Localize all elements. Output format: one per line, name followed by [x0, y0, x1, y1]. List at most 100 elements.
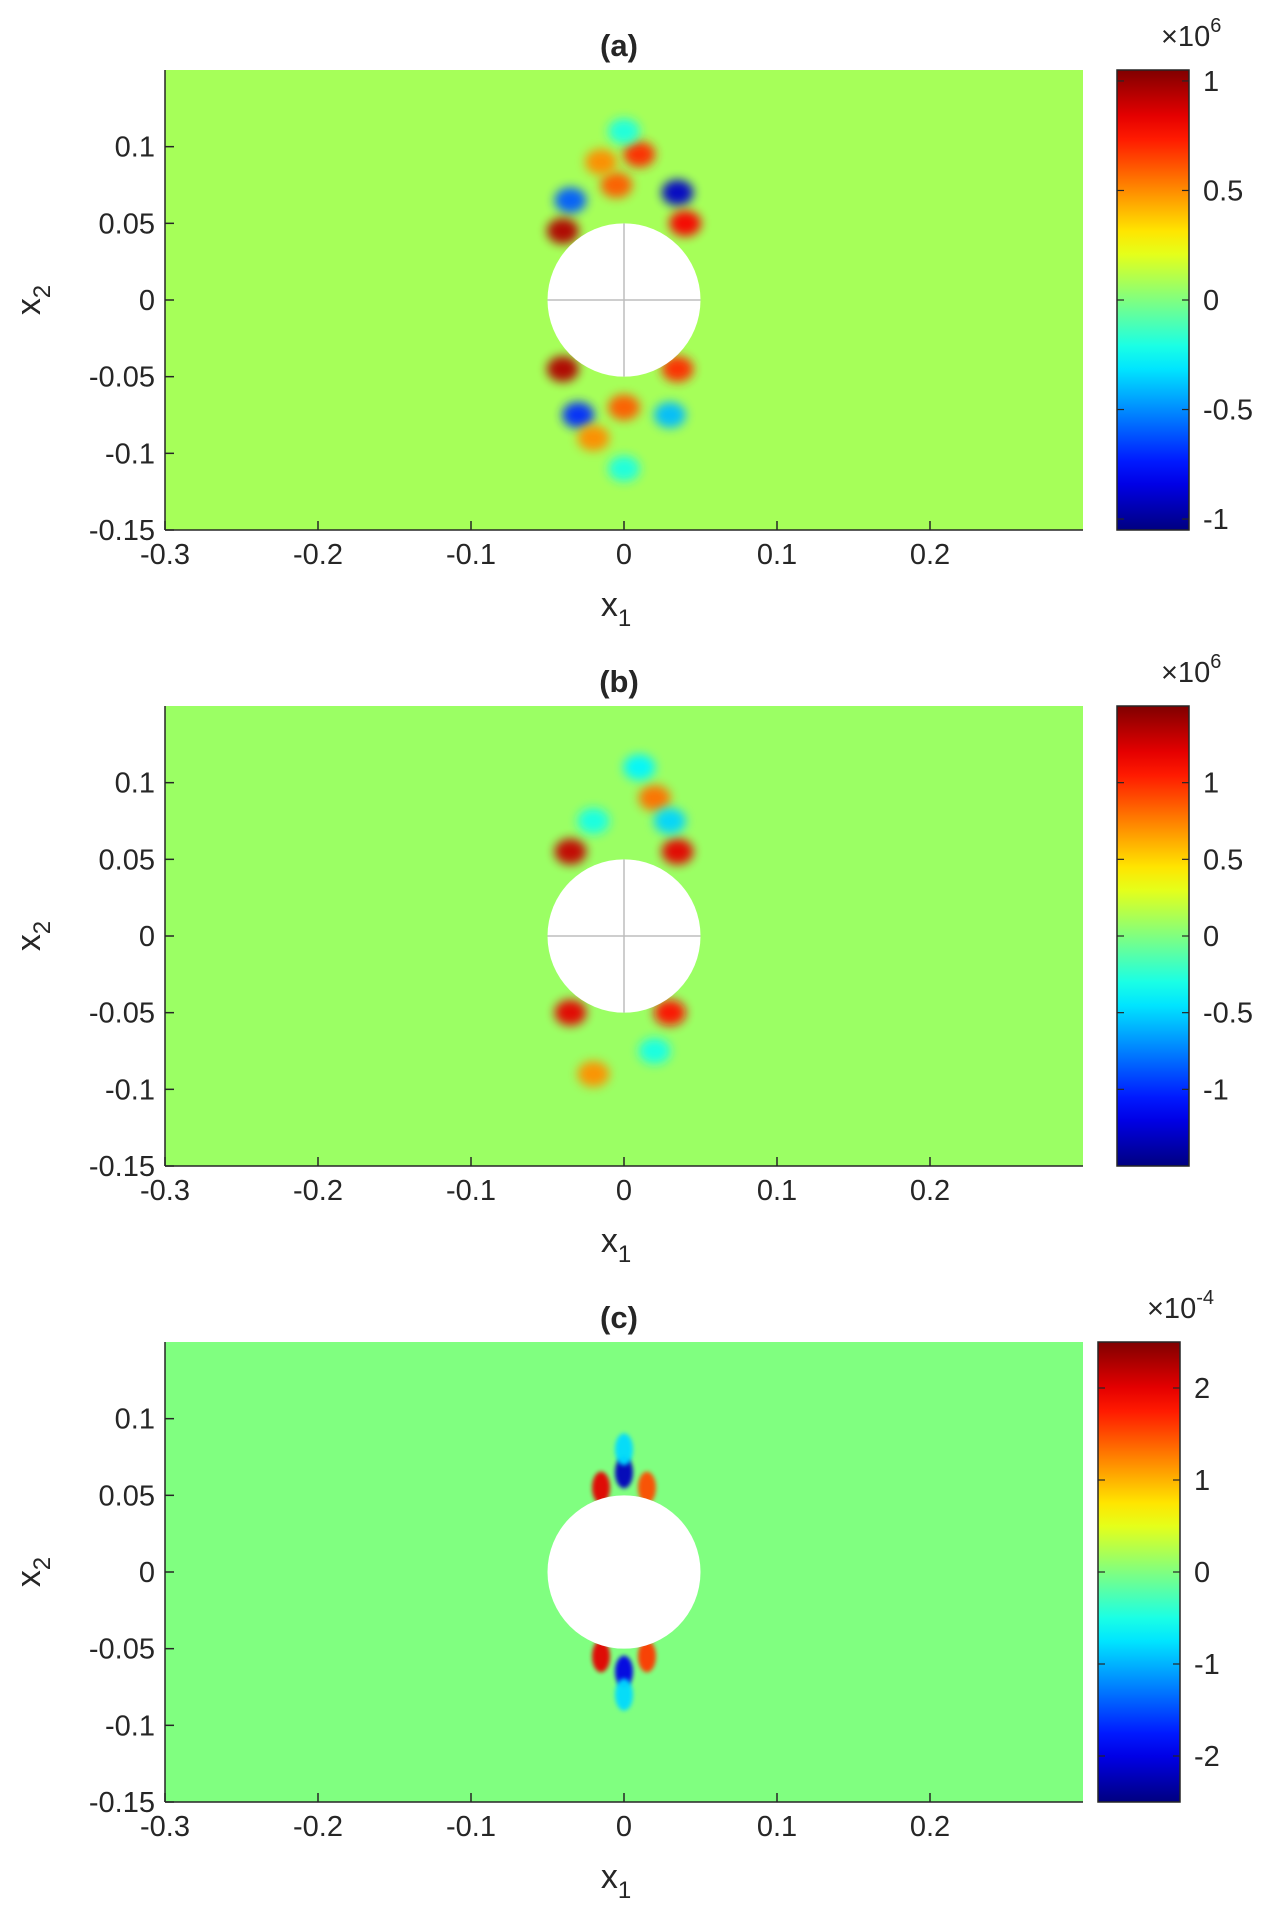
y-tick-label: 0	[139, 1557, 155, 1589]
field-feature	[638, 1038, 671, 1064]
x-tick-label: 0	[616, 1811, 632, 1843]
field-feature	[661, 179, 694, 206]
x-axis-label: x1	[601, 1222, 631, 1268]
colorbar-tick-label: 0	[1203, 285, 1219, 317]
colorbar-multiplier: ×106	[1161, 15, 1221, 53]
x-axis-label: x1	[601, 586, 631, 632]
field-feature	[592, 1471, 611, 1504]
x-tick-label: 0.1	[757, 1811, 797, 1843]
colorbar-tick-label: 2	[1194, 1373, 1210, 1405]
field-feature	[608, 455, 640, 482]
field-features	[546, 118, 702, 482]
colorbar: -2 -1 0 1 2 ×10-4	[1097, 1287, 1220, 1803]
y-tick-label: 0.1	[115, 768, 155, 800]
colorbar-tick-label: -1	[1203, 504, 1229, 536]
x-tick-label: 0	[616, 539, 632, 571]
field-feature	[554, 187, 587, 214]
x-tick-label: 0	[616, 1175, 632, 1207]
field-feature	[623, 754, 656, 781]
field-feature	[615, 1655, 633, 1688]
colorbar: -1 -0.5 0 0.5 1 ×106	[1116, 651, 1253, 1167]
field-feature	[638, 785, 671, 811]
x-tick-label: 0.2	[910, 1811, 950, 1843]
y-tick-label: -0.05	[89, 362, 155, 394]
colorbar-tick-label: 0.5	[1203, 844, 1243, 876]
y-axis-label: x2	[10, 285, 56, 315]
colorbar-gradient	[1097, 1341, 1181, 1803]
y-tick-label: -0.15	[89, 1787, 155, 1819]
y-tick-label: -0.1	[105, 438, 155, 470]
field-feature	[577, 425, 610, 451]
y-tick-label: -0.05	[89, 1634, 155, 1666]
y-tick-label: -0.05	[89, 998, 155, 1030]
y-tick-label: 0.1	[115, 132, 155, 164]
y-tick-label: 0	[139, 285, 155, 317]
field-feature	[554, 999, 587, 1026]
field-feature	[600, 172, 633, 198]
x-tick-label: 0.1	[757, 539, 797, 571]
x-tick-label: 0.2	[910, 1175, 950, 1207]
field-features	[554, 754, 694, 1087]
y-tick-label: -0.15	[89, 1151, 155, 1183]
colorbar-tick-label: -2	[1194, 1741, 1220, 1773]
y-axis-label: x2	[10, 921, 56, 951]
field-feature	[637, 1640, 656, 1673]
field-feature	[653, 999, 686, 1026]
field-feature	[546, 356, 579, 382]
colorbar-multiplier: ×10-4	[1147, 1287, 1214, 1325]
colorbar-multiplier: ×106	[1161, 651, 1221, 689]
x-tick-label: -0.1	[446, 1175, 496, 1207]
colorbar-gradient	[1116, 705, 1190, 1167]
field-feature	[577, 1061, 610, 1087]
y-tick-label: 0.05	[99, 844, 155, 876]
panel-title: (b)	[599, 664, 639, 699]
field-feature	[608, 394, 640, 421]
field-feature	[615, 1456, 633, 1489]
colorbar-tick-label: -0.5	[1203, 395, 1253, 427]
colorbar-tick-label: 1	[1203, 66, 1219, 98]
field-features	[592, 1433, 656, 1711]
field-feature	[562, 402, 595, 428]
field-feature	[546, 218, 579, 244]
x-tick-label: -0.3	[140, 1811, 190, 1843]
panel-a: -0.3 -0.2 -0.1 0 0.1 0.2 -0.15 -0.1 -0.05 0 0.05 0.…	[10, 15, 1253, 632]
field-feature	[615, 1678, 633, 1711]
field-feature	[669, 210, 702, 237]
x-tick-label: -0.3	[140, 539, 190, 571]
field-feature	[623, 141, 656, 168]
colorbar-tick-label: -0.5	[1203, 998, 1253, 1030]
colorbar-gradient	[1116, 69, 1190, 531]
y-tick-label: -0.1	[105, 1074, 155, 1106]
colorbar-tick-label: 1	[1194, 1465, 1210, 1497]
y-axis-label: x2	[10, 1557, 56, 1587]
x-tick-label: -0.3	[140, 1175, 190, 1207]
field-feature	[615, 1433, 633, 1466]
field-feature	[653, 808, 686, 834]
y-tick-label: 0.05	[99, 208, 155, 240]
field-feature	[585, 149, 618, 175]
x-axis-label: x1	[601, 1858, 631, 1904]
panel-title: (a)	[600, 28, 638, 63]
x-tick-label: -0.2	[293, 1175, 343, 1207]
y-tick-label: -0.15	[89, 515, 155, 547]
x-tick-label: -0.1	[446, 539, 496, 571]
x-tick-label: -0.2	[293, 1811, 343, 1843]
x-tick-label: -0.1	[446, 1811, 496, 1843]
field-feature	[653, 402, 686, 428]
field-feature	[637, 1471, 656, 1504]
colorbar-tick-label: -1	[1203, 1074, 1229, 1106]
colorbar-tick-label: -1	[1194, 1649, 1220, 1681]
field-feature	[661, 838, 694, 865]
hole	[547, 1495, 701, 1649]
field-feature	[592, 1640, 611, 1673]
x-tick-label: 0.1	[757, 1175, 797, 1207]
x-tick-label: 0.2	[910, 539, 950, 571]
panel-title: (c)	[600, 1300, 638, 1335]
panel-c: -0.3 -0.2 -0.1 0 0.1 0.2 -0.15 -0.1 -0.05 0 0.05 0.…	[10, 1287, 1220, 1904]
field-feature	[608, 118, 640, 145]
colorbar: -1 -0.5 0 0.5 1 ×106	[1116, 15, 1253, 536]
colorbar-tick-label: 1	[1203, 768, 1219, 800]
y-tick-label: 0.05	[99, 1480, 155, 1512]
colorbar-tick-label: 0.5	[1203, 175, 1243, 207]
